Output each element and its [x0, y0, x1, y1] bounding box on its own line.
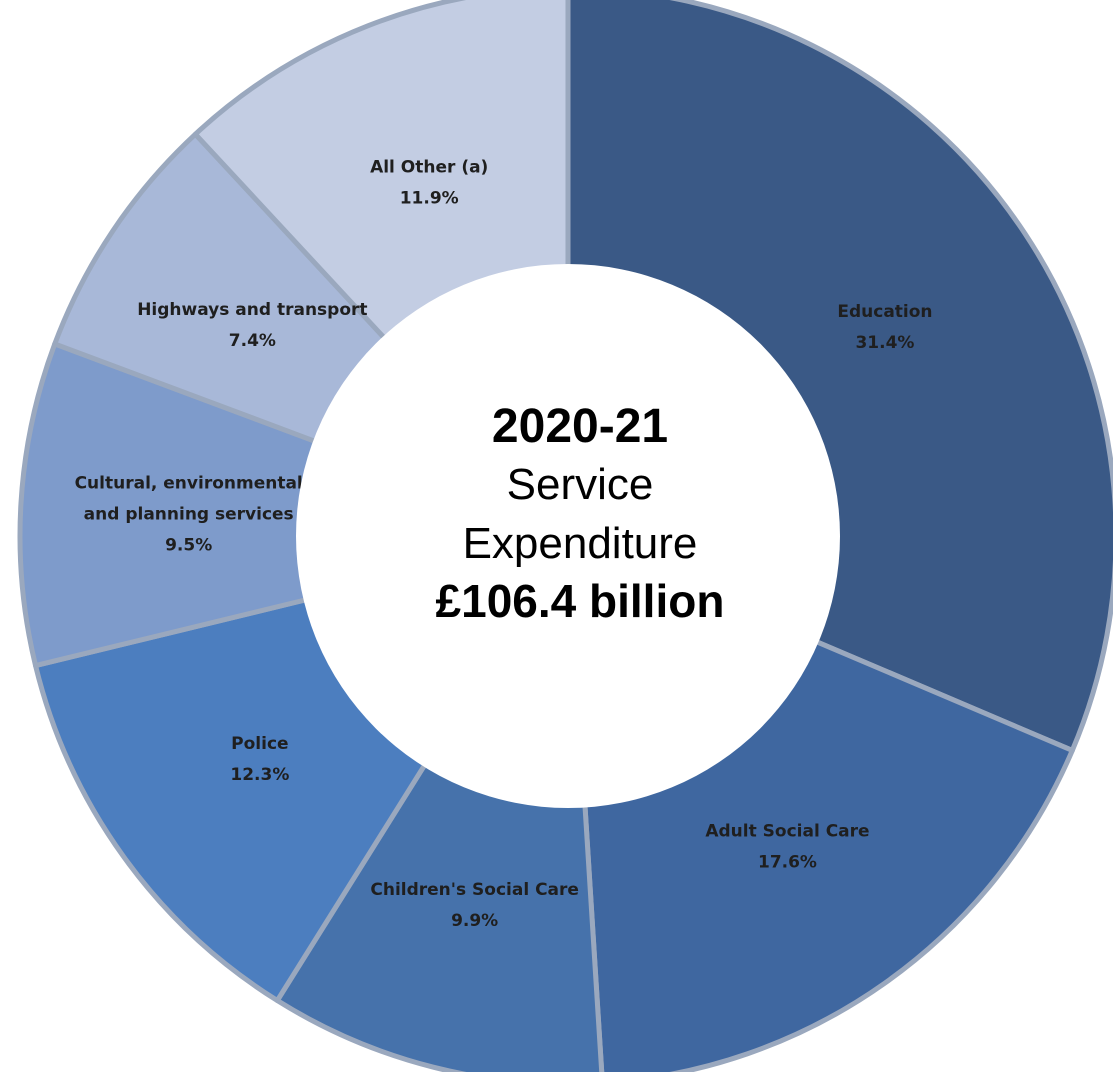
slice-name: Children's Social Care: [370, 880, 579, 900]
slice-name: Education: [837, 302, 932, 322]
slice-name: All Other (a): [370, 158, 488, 178]
slice-label-cultural-environmental-and-planning-services: Cultural, environmental and planning serv…: [75, 473, 303, 555]
slice-percent: 11.9%: [400, 189, 459, 209]
slice-labels: Education 31.4% Adult Social Care 17.6% Chil…: [75, 158, 933, 931]
center-line-service: Service: [507, 460, 654, 509]
donut-slices: [17, 0, 1113, 1072]
slice-percent: 12.3%: [230, 765, 289, 785]
slice-percent: 31.4%: [855, 333, 914, 353]
slice-label-children-s-social-care: Children's Social Care 9.9%: [370, 880, 579, 931]
slice-label-police: Police 12.3%: [230, 734, 289, 785]
slice-label-highways-and-transport: Highways and transport 7.4%: [137, 300, 367, 351]
slice-percent: 9.5%: [165, 535, 212, 555]
center-text: 2020-21 Service Expenditure £106.4 billi…: [436, 400, 725, 627]
slice-name: and planning services: [84, 504, 294, 524]
slice-percent: 7.4%: [229, 331, 276, 351]
center-year: 2020-21: [492, 400, 668, 453]
slice-percent: 17.6%: [758, 853, 817, 873]
slice-label-education: Education 31.4%: [837, 302, 932, 353]
slice-label-adult-social-care: Adult Social Care 17.6%: [705, 822, 869, 873]
center-line-expenditure: Expenditure: [463, 519, 698, 568]
slice-name: Police: [231, 734, 288, 754]
slice-percent: 9.9%: [451, 911, 498, 931]
center-total: £106.4 billion: [436, 575, 725, 627]
slice-name: Cultural, environmental: [75, 473, 303, 493]
slice-label-all-other-a: All Other (a) 11.9%: [370, 158, 488, 209]
slice-name: Highways and transport: [137, 300, 367, 320]
donut-hole: [296, 264, 840, 808]
slice-name: Adult Social Care: [705, 822, 869, 842]
